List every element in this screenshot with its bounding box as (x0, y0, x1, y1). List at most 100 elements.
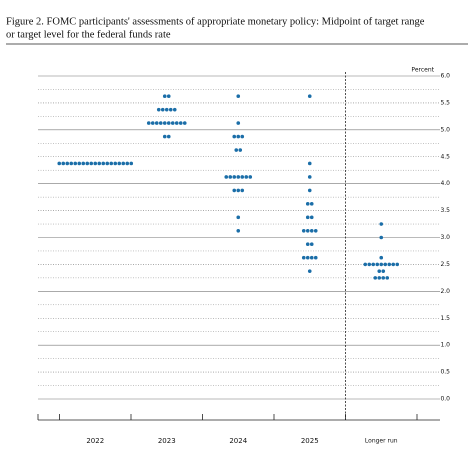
dot-group (162, 134, 171, 139)
dot (236, 121, 241, 125)
y-tick-label: 0.0 (440, 396, 450, 403)
dot (232, 175, 237, 179)
dot (305, 228, 310, 233)
y-tick-label: 5.5 (440, 99, 450, 106)
dot (313, 255, 318, 260)
dot (381, 269, 386, 273)
dot (236, 175, 241, 179)
dot-group (236, 94, 241, 98)
dot-group (305, 202, 314, 206)
dot (375, 262, 380, 267)
x-tick-label: 2023 (158, 437, 176, 445)
dot (170, 121, 175, 125)
dot-group (162, 94, 171, 98)
dot (395, 262, 400, 267)
dot-group (301, 228, 318, 233)
chart-title: Figure 2. FOMC participants' assessments… (6, 16, 425, 27)
dot-group (307, 188, 312, 193)
dot (305, 255, 310, 260)
dot (156, 107, 161, 112)
dot (240, 175, 245, 179)
dot-group (379, 255, 384, 260)
dot (61, 161, 66, 166)
dot (240, 188, 245, 193)
y-tick-label: 4.0 (440, 180, 450, 187)
dot (89, 161, 94, 166)
dot (232, 134, 237, 139)
dot (381, 276, 386, 280)
dot (174, 121, 179, 125)
dot (166, 134, 171, 139)
dot (236, 215, 241, 220)
y-tick-label: 3.5 (440, 207, 450, 214)
dot (367, 262, 372, 267)
dot (150, 121, 155, 125)
dot-group (301, 255, 318, 260)
dot (166, 121, 171, 125)
dot (385, 276, 390, 280)
dot (85, 161, 90, 166)
dot-group (236, 215, 241, 220)
dot (307, 188, 312, 193)
dot-group (305, 215, 314, 220)
dot (168, 107, 173, 112)
dot-group (377, 269, 386, 273)
dot-group (156, 107, 177, 112)
dot-group (232, 134, 245, 139)
dot (309, 228, 314, 233)
dot (93, 161, 98, 166)
dot (236, 94, 241, 98)
dot (371, 262, 376, 267)
dot (301, 228, 306, 233)
dot-group (363, 262, 400, 267)
dot (234, 148, 239, 152)
dot (129, 161, 134, 166)
dot (109, 161, 114, 166)
dot (391, 262, 396, 267)
dot (117, 161, 122, 166)
dot-group (373, 276, 390, 280)
dot (379, 255, 384, 260)
dot (379, 222, 384, 226)
dot (383, 262, 388, 267)
dot (307, 175, 312, 179)
dot-group (224, 175, 253, 179)
dot-group (236, 121, 241, 125)
dot (240, 134, 245, 139)
dot (309, 215, 314, 220)
dot-group (307, 94, 312, 98)
x-tick-label: 2025 (301, 437, 319, 445)
dot (125, 161, 130, 166)
dot (307, 269, 312, 273)
dot (309, 202, 314, 206)
dot (309, 242, 314, 247)
dot (121, 161, 126, 166)
y-tick-label: 4.5 (440, 153, 450, 160)
dot (162, 121, 167, 125)
dot-group (307, 161, 312, 166)
dot (387, 262, 392, 267)
dot (305, 215, 310, 220)
dot (236, 188, 241, 193)
x-tick-label: 2022 (86, 437, 104, 445)
dot (228, 175, 233, 179)
y-tick-label: 1.5 (440, 315, 450, 322)
dot (232, 188, 237, 193)
dot-group (146, 121, 187, 125)
dot-group (307, 175, 312, 179)
dot (236, 134, 241, 139)
dot-group (307, 269, 312, 273)
dot (162, 134, 167, 139)
dot (307, 161, 312, 166)
dot (301, 255, 306, 260)
dot-group (379, 235, 384, 240)
dot (73, 161, 78, 166)
dot-group (234, 148, 243, 152)
dot-group (305, 242, 314, 247)
dot (377, 269, 382, 273)
x-tick-label: 2024 (229, 437, 247, 445)
y-tick-label: 2.5 (440, 261, 450, 268)
dot (238, 148, 243, 152)
dot (178, 121, 183, 125)
